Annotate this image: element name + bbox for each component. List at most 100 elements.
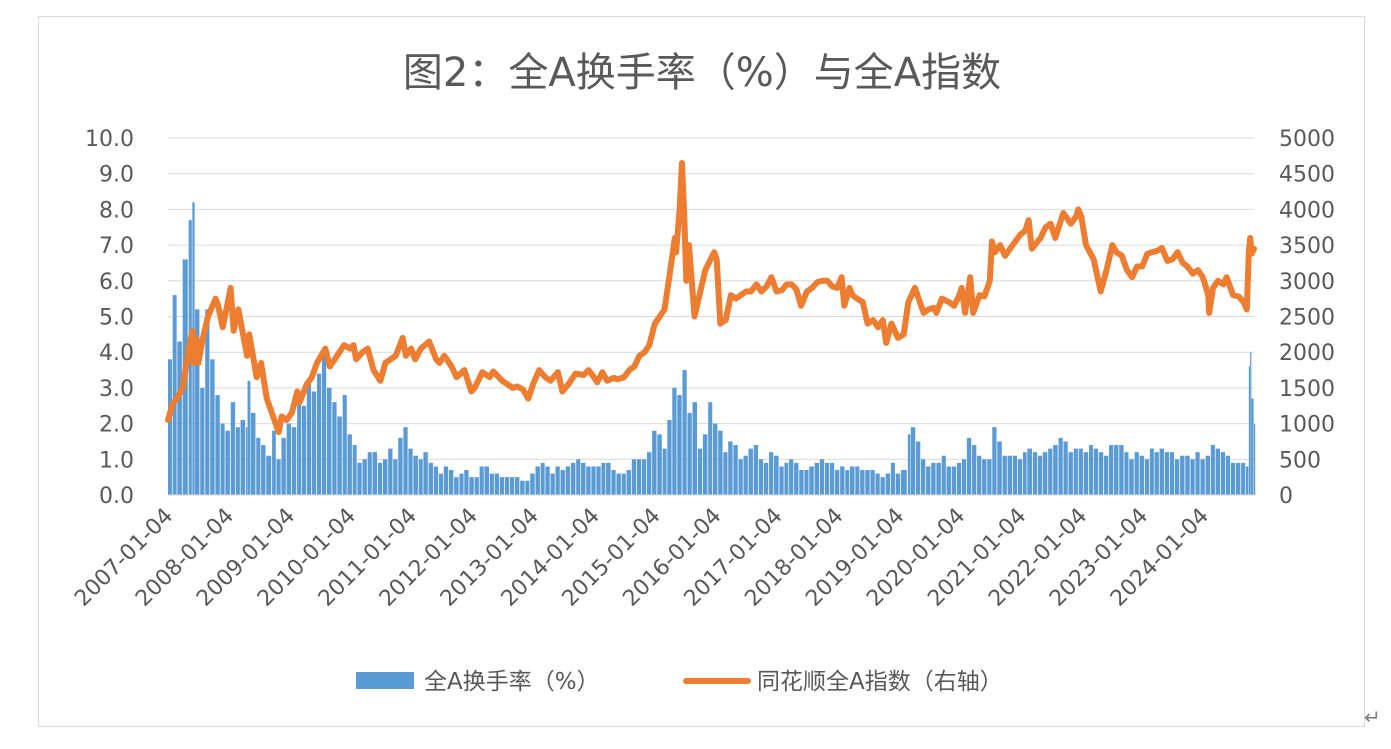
turnover-bar <box>535 466 540 495</box>
y-left-tick-label: 9.0 <box>99 163 134 188</box>
turnover-bar <box>641 459 647 495</box>
turnover-bar <box>946 466 951 495</box>
legend: 全A换手率（%） 同花顺全A指数（右轴） <box>356 669 1003 695</box>
turnover-bar <box>247 380 251 495</box>
y-right-tick-label: 4500 <box>1279 163 1335 188</box>
turnover-bar <box>626 470 631 495</box>
y-left-tick-label: 3.0 <box>99 377 134 402</box>
turnover-bar <box>388 448 393 495</box>
turnover-bar <box>1134 452 1139 495</box>
turnover-bar <box>550 473 555 495</box>
turnover-bar <box>1159 448 1164 495</box>
turnover-bar <box>1200 459 1205 495</box>
turnover-bar <box>992 427 997 495</box>
turnover-bar <box>525 480 530 495</box>
y-right-tick-label: 500 <box>1279 448 1321 473</box>
turnover-bar <box>261 445 266 495</box>
turnover-bar <box>1032 452 1038 495</box>
turnover-bar <box>1190 459 1195 495</box>
turnover-bar <box>1129 459 1134 495</box>
turnover-bar <box>474 477 479 495</box>
turnover-bar <box>1169 452 1175 495</box>
turnover-bar <box>514 477 520 495</box>
turnover-bar <box>865 470 870 495</box>
turnover-bar <box>855 466 860 495</box>
turnover-bar <box>301 405 307 495</box>
turnover-bar <box>677 395 682 495</box>
y-left-tick-label: 7.0 <box>99 234 134 259</box>
turnover-bar <box>504 477 510 495</box>
turnover-bar <box>393 459 398 495</box>
turnover-bar <box>921 459 926 495</box>
turnover-bar <box>997 441 1002 495</box>
chart-title: 图2：全A换手率（%）与全A指数 <box>403 50 1001 96</box>
turnover-bar <box>890 462 895 495</box>
turnover-bar <box>662 448 667 495</box>
y-left-tick-label: 0.0 <box>99 484 134 509</box>
y-right-tick-label: 1500 <box>1279 377 1335 402</box>
turnover-bar <box>1063 441 1068 495</box>
turnover-bar <box>352 445 357 495</box>
turnover-bar <box>540 462 545 495</box>
turnover-bar <box>652 430 657 495</box>
turnover-bar <box>177 341 182 495</box>
turnover-bar <box>398 437 403 495</box>
turnover-bar <box>438 473 444 495</box>
turnover-bar <box>769 452 774 495</box>
turnover-bar <box>1180 455 1185 495</box>
turnover-bar <box>565 466 571 495</box>
index-line <box>165 160 1257 436</box>
turnover-bar <box>977 455 982 495</box>
turnover-bar <box>1205 455 1211 495</box>
turnover-bar <box>576 459 581 495</box>
turnover-bar <box>1027 448 1032 495</box>
y-right-tick-label: 3000 <box>1279 270 1335 295</box>
turnover-bar <box>225 430 230 495</box>
turnover-bar <box>1078 448 1083 495</box>
turnover-bar <box>748 448 753 495</box>
y-right-tick-label: 4000 <box>1279 198 1335 223</box>
turnover-bar <box>849 466 855 495</box>
legend-bar-swatch <box>356 672 414 689</box>
turnover-bar <box>733 445 738 495</box>
turnover-bar <box>332 402 337 495</box>
turnover-bar <box>1068 452 1073 495</box>
turnover-bar <box>834 470 840 495</box>
turnover-bar <box>464 470 469 495</box>
turnover-bar <box>337 416 342 495</box>
turnover-bar <box>469 477 474 495</box>
turnover-bar <box>342 395 347 495</box>
turnover-bar <box>646 452 652 495</box>
y-left-tick-label: 1.0 <box>99 448 134 473</box>
turnover-bar <box>230 402 236 495</box>
turnover-bar <box>591 466 596 495</box>
turnover-bar <box>1215 448 1221 495</box>
turnover-bar <box>428 462 433 495</box>
index-line-layer <box>165 160 1257 436</box>
turnover-bar <box>586 466 591 495</box>
turnover-bar <box>1210 445 1215 495</box>
turnover-bar <box>281 437 286 495</box>
turnover-bar <box>606 462 611 495</box>
turnover-bar <box>499 477 505 495</box>
turnover-bar <box>433 466 438 495</box>
turnover-bar <box>382 459 388 495</box>
paragraph-return-icon: ↵ <box>1364 705 1381 729</box>
turnover-bar <box>172 295 177 495</box>
turnover-bar <box>1093 448 1099 495</box>
y-right-tick-label: 2500 <box>1279 306 1335 331</box>
turnover-bar <box>1139 455 1145 495</box>
turnover-bar <box>956 462 962 495</box>
turnover-bar <box>215 395 220 495</box>
turnover-bar <box>601 462 606 495</box>
turnover-bar <box>804 470 809 495</box>
turnover-bar <box>408 448 413 495</box>
turnover-bar <box>459 473 464 495</box>
turnover-bar <box>220 423 225 495</box>
turnover-bar <box>326 387 332 495</box>
turnover-bar <box>738 459 743 495</box>
turnover-bar <box>713 423 718 495</box>
turnover-bar <box>1017 459 1023 495</box>
turnover-bar <box>210 359 215 495</box>
